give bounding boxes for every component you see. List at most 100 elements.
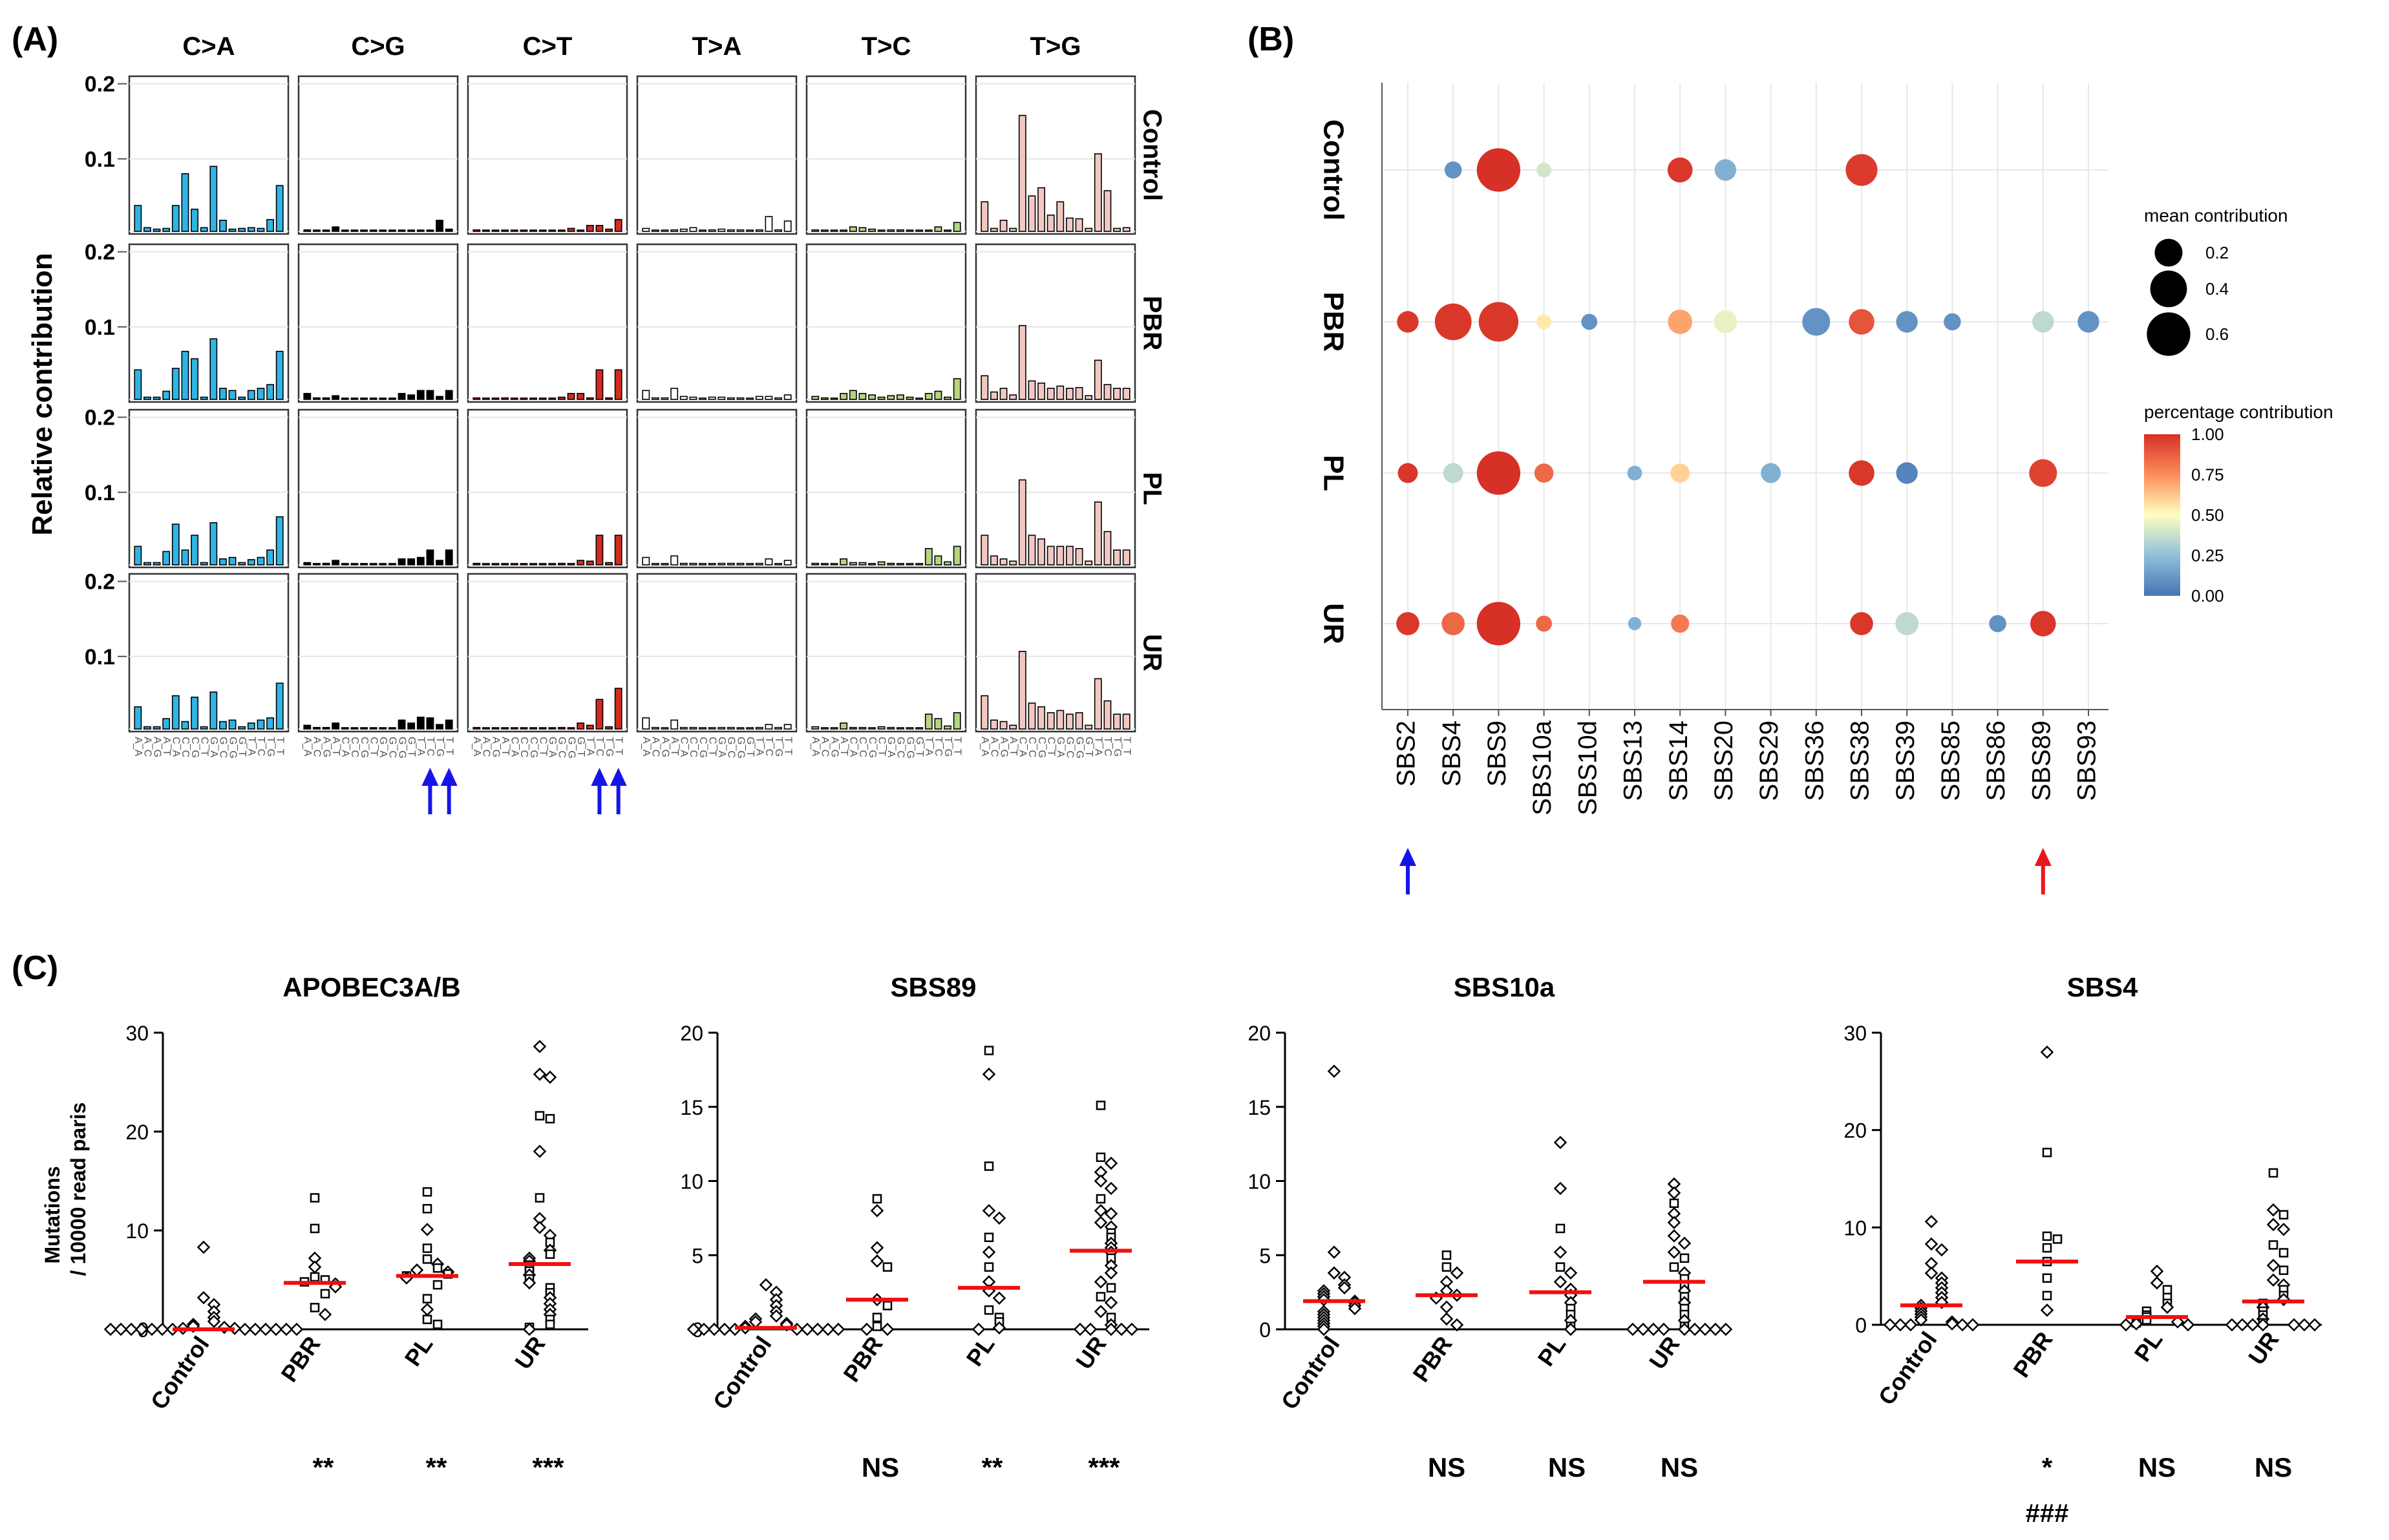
bar bbox=[906, 229, 914, 232]
bar bbox=[944, 561, 951, 565]
highlight-arrow bbox=[1399, 848, 1416, 894]
bar bbox=[548, 397, 557, 400]
bar bbox=[303, 229, 312, 232]
bar bbox=[445, 228, 453, 232]
bar bbox=[746, 727, 754, 730]
bar bbox=[1009, 227, 1017, 232]
bar bbox=[1113, 713, 1121, 730]
panel-label-b: (B) bbox=[1248, 21, 1294, 58]
bar bbox=[275, 185, 284, 232]
bar bbox=[247, 723, 255, 730]
x-tick-label: G_A bbox=[208, 737, 219, 757]
dot bbox=[1434, 303, 1472, 341]
bar bbox=[501, 727, 509, 730]
bar bbox=[1066, 545, 1074, 565]
data-point bbox=[2278, 1210, 2289, 1219]
x-tick-label: T_G bbox=[1112, 737, 1123, 757]
bar bbox=[134, 369, 142, 400]
bar bbox=[1009, 560, 1017, 565]
color-legend-label: 0.25 bbox=[2191, 546, 2224, 565]
x-tick-label: G_G bbox=[227, 737, 238, 759]
data-point bbox=[872, 1322, 882, 1331]
bar bbox=[558, 229, 566, 232]
data-point bbox=[2129, 1317, 2143, 1331]
data-point bbox=[769, 1309, 783, 1323]
data-point bbox=[1094, 1216, 1108, 1230]
size-legend-label: 0.2 bbox=[2205, 243, 2229, 262]
data-point bbox=[1966, 1318, 1980, 1332]
bar bbox=[1103, 531, 1112, 565]
bar bbox=[915, 727, 924, 730]
x-tick-label: T_T bbox=[274, 737, 285, 755]
bar bbox=[238, 227, 246, 232]
data-point bbox=[2119, 1318, 2133, 1332]
data-point bbox=[1626, 1322, 1640, 1336]
data-point bbox=[114, 1322, 128, 1336]
dot bbox=[1476, 148, 1521, 192]
highlight-arrow bbox=[421, 768, 439, 814]
bar bbox=[257, 719, 265, 730]
bar bbox=[482, 563, 490, 565]
plot-title: SBS10a bbox=[1454, 972, 1555, 1002]
x-tick-label: C_G bbox=[189, 737, 200, 758]
bar bbox=[369, 563, 377, 565]
data-point bbox=[1719, 1322, 1733, 1336]
bar bbox=[783, 394, 792, 400]
bar bbox=[897, 229, 904, 232]
data-point bbox=[831, 1322, 845, 1336]
data-point bbox=[422, 1314, 432, 1324]
x-tick-label: G_A bbox=[547, 737, 558, 757]
data-point bbox=[196, 1291, 211, 1305]
bar bbox=[313, 229, 321, 232]
bar bbox=[332, 226, 340, 232]
bar bbox=[661, 727, 669, 730]
bar bbox=[821, 229, 829, 232]
bar bbox=[510, 727, 518, 730]
bar bbox=[849, 562, 857, 565]
y-tick-label: 15 bbox=[680, 1096, 703, 1119]
data-point bbox=[882, 1301, 893, 1311]
x-tick-label: C_C bbox=[518, 737, 529, 757]
bar bbox=[510, 229, 518, 232]
bar bbox=[990, 227, 998, 232]
data-point bbox=[1073, 1322, 1087, 1336]
data-point bbox=[422, 1254, 432, 1264]
bar bbox=[727, 229, 735, 232]
bar bbox=[906, 727, 914, 730]
y-tick-label: 10 bbox=[680, 1170, 703, 1194]
x-tick-label: T_C bbox=[933, 737, 944, 756]
panel-b-dot-plot: Control PBR PL UR SBS2 SBS4 SBS9 SBS10a SBS10d SB… bbox=[1317, 83, 2333, 894]
x-tick-label: A_G bbox=[321, 737, 332, 757]
bar bbox=[520, 563, 528, 565]
bar bbox=[247, 227, 255, 232]
bar bbox=[586, 225, 594, 232]
data-point bbox=[310, 1272, 320, 1282]
data-point bbox=[2042, 1231, 2052, 1241]
y-tick-label: 20 bbox=[1843, 1119, 1867, 1143]
facet-col-label: T>C bbox=[862, 32, 911, 61]
bar bbox=[341, 563, 349, 565]
bar bbox=[369, 397, 377, 400]
facet-panel bbox=[467, 75, 628, 235]
bar bbox=[472, 562, 481, 565]
bar bbox=[679, 726, 688, 730]
bar bbox=[510, 397, 518, 400]
bar bbox=[153, 726, 161, 730]
data-point bbox=[982, 1245, 996, 1259]
facet-panel bbox=[805, 573, 967, 733]
dot bbox=[1536, 314, 1552, 330]
data-point bbox=[872, 1313, 882, 1322]
x-tick-label: SBS93 bbox=[2073, 721, 2101, 801]
bar bbox=[171, 695, 180, 730]
x-tick-label: T_G bbox=[265, 737, 276, 757]
data-point bbox=[1439, 1300, 1454, 1314]
row-label: Control bbox=[1317, 120, 1349, 220]
bar bbox=[661, 397, 669, 400]
bar bbox=[1056, 710, 1065, 730]
bar bbox=[398, 393, 406, 400]
bar bbox=[134, 706, 142, 730]
y-tick-label: 10 bbox=[125, 1219, 149, 1243]
bar bbox=[746, 229, 754, 232]
plot-title: SBS89 bbox=[890, 972, 976, 1002]
bar bbox=[426, 229, 434, 232]
